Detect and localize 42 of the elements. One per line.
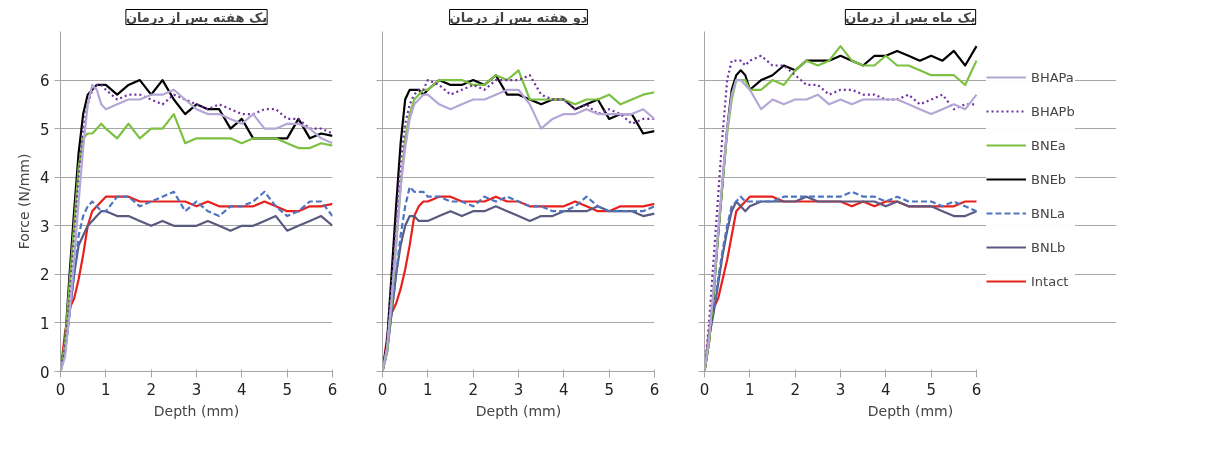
x-tick-label: 6 — [327, 380, 338, 399]
x-tick-label: 2 — [790, 380, 800, 399]
x-tick-label: 5 — [282, 380, 292, 399]
x-tick-label: 6 — [971, 380, 982, 399]
y-tick-label: 6 — [39, 72, 50, 91]
legend-label: BNEa — [1031, 137, 1066, 153]
x-tick-label: 6 — [649, 380, 660, 399]
legend-label: BNLa — [1031, 205, 1065, 221]
x-tick-label: 2 — [468, 380, 478, 399]
x-tick-label: 3 — [513, 380, 524, 399]
y-axis-title: Force (N/mm) — [15, 153, 32, 250]
x-tick-label: 1 — [423, 380, 433, 399]
chart-title: یک هفته پس از درمان — [125, 9, 268, 25]
x-tick-label: 3 — [191, 380, 202, 399]
x-axis-title: Depth (mm) — [867, 402, 954, 419]
y-tick-label: 1 — [39, 314, 50, 333]
y-tick-label: 5 — [39, 120, 50, 139]
x-tick-label: 0 — [55, 380, 66, 399]
y-tick-label: 0 — [39, 363, 50, 382]
x-tick-label: 4 — [881, 380, 891, 399]
chart-title: یک ماه پس از درمان — [845, 9, 976, 25]
x-tick-label: 4 — [559, 380, 569, 399]
x-tick-label: 5 — [604, 380, 614, 399]
x-tick-label: 0 — [377, 380, 388, 399]
x-tick-label: 1 — [745, 380, 755, 399]
x-tick-label: 2 — [146, 380, 156, 399]
chart-title: دو هفته پس از درمان — [449, 9, 588, 25]
x-tick-label: 1 — [101, 380, 111, 399]
legend-label: BHAPa — [1031, 69, 1074, 85]
x-tick-label: 3 — [835, 380, 846, 399]
y-tick-label: 3 — [39, 217, 50, 236]
legend-label: BNEb — [1031, 171, 1067, 187]
legend-label: BHAPb — [1031, 103, 1075, 119]
x-axis-title: Depth (mm) — [475, 402, 562, 419]
y-tick-label: 4 — [39, 169, 50, 188]
x-axis-title: Depth (mm) — [153, 402, 240, 419]
y-tick-label: 2 — [39, 266, 50, 285]
legend-label: BNLb — [1031, 239, 1066, 255]
x-tick-label: 4 — [237, 380, 247, 399]
x-tick-label: 0 — [699, 380, 710, 399]
legend-label: Intact — [1031, 273, 1069, 289]
x-tick-label: 5 — [926, 380, 936, 399]
